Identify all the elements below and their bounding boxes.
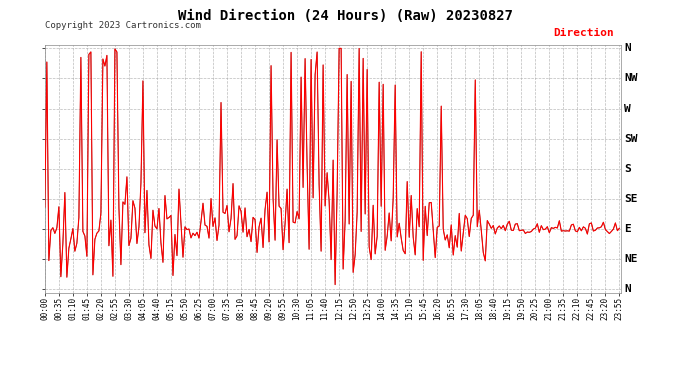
- Text: N: N: [624, 284, 631, 294]
- Text: N: N: [624, 44, 631, 53]
- Text: S: S: [624, 164, 631, 174]
- Text: Direction: Direction: [553, 27, 614, 38]
- Text: NW: NW: [624, 74, 638, 84]
- Text: E: E: [624, 224, 631, 234]
- Text: Copyright 2023 Cartronics.com: Copyright 2023 Cartronics.com: [45, 21, 201, 30]
- Text: SW: SW: [624, 134, 638, 144]
- Text: SE: SE: [624, 194, 638, 204]
- Text: W: W: [624, 104, 631, 114]
- Text: Wind Direction (24 Hours) (Raw) 20230827: Wind Direction (24 Hours) (Raw) 20230827: [177, 9, 513, 23]
- Text: NE: NE: [624, 254, 638, 264]
